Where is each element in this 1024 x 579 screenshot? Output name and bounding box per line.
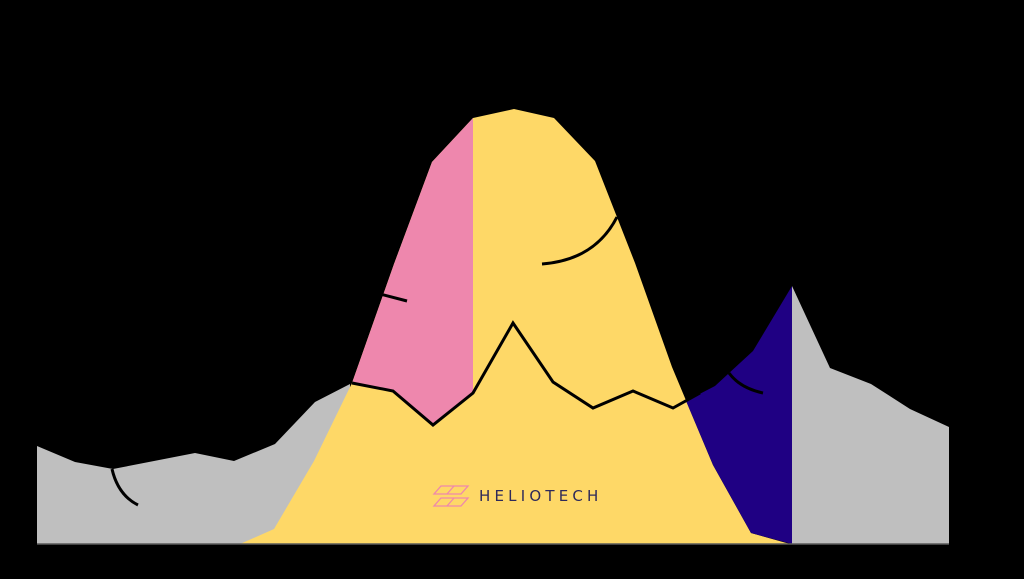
line-series-group [110, 216, 764, 507]
zigzag-line [351, 320, 701, 427]
brand-logo: HELIOTECH [432, 484, 603, 508]
arc-yellow [541, 216, 619, 266]
area-navy [686, 286, 792, 544]
arc-left-grey [110, 468, 139, 507]
brand-name: HELIOTECH [479, 487, 603, 505]
area-pink [352, 118, 473, 425]
area-grey-right [792, 286, 949, 544]
area-grey-left [37, 384, 350, 544]
tick-pink [379, 292, 408, 303]
stacked-panels-icon [432, 485, 470, 507]
arc-navy [727, 372, 764, 395]
